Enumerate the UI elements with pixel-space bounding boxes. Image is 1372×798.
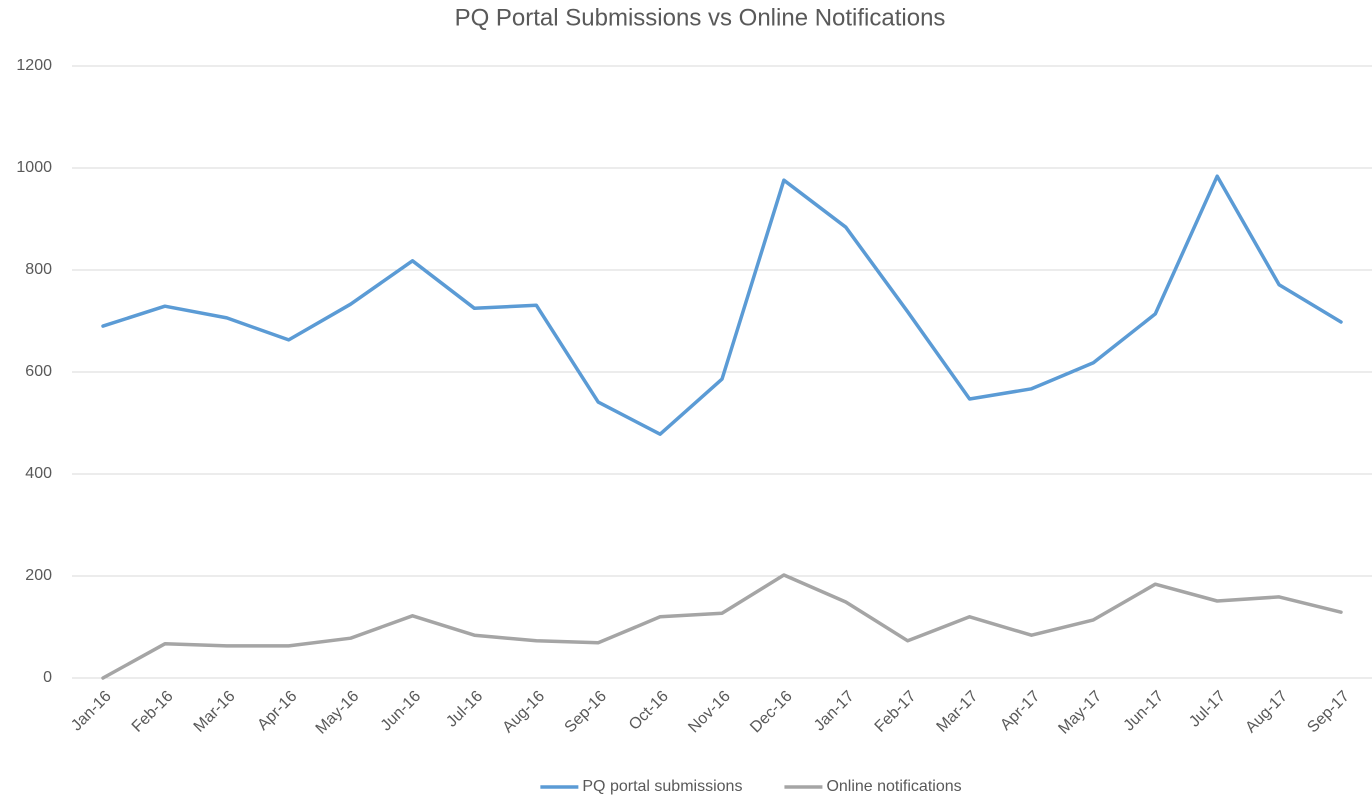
y-tick-label: 400 — [25, 465, 52, 482]
x-tick-label: Mar-16 — [191, 688, 239, 736]
x-tick-label: Dec-16 — [747, 688, 796, 737]
legend-label: Online notifications — [826, 778, 961, 795]
x-tick-label: Jul-16 — [443, 688, 486, 731]
x-tick-label: Feb-17 — [872, 688, 920, 736]
y-tick-label: 0 — [43, 669, 52, 686]
y-tick-label: 600 — [25, 363, 52, 380]
x-tick-label: Mar-17 — [934, 688, 982, 736]
x-tick-label: Jan-17 — [811, 688, 858, 735]
x-tick-label: Apr-16 — [254, 688, 300, 734]
series-line — [101, 174, 1343, 436]
x-tick-label: Oct-16 — [626, 688, 672, 734]
y-tick-label: 1000 — [16, 159, 52, 176]
x-tick-label: Sep-16 — [561, 688, 610, 737]
x-tick-label: Apr-17 — [997, 688, 1043, 734]
y-tick-label: 200 — [25, 567, 52, 584]
legend-label: PQ portal submissions — [582, 778, 742, 795]
x-tick-label: May-17 — [1055, 688, 1105, 738]
x-tick-label: Nov-16 — [685, 688, 734, 737]
x-tick-label: Aug-17 — [1242, 688, 1291, 737]
x-tick-label: May-16 — [313, 688, 363, 738]
x-tick-label: Jun-17 — [1121, 688, 1168, 735]
y-tick-label: 1200 — [16, 57, 52, 74]
x-tick-label: Jul-17 — [1186, 688, 1229, 731]
chart-title: PQ Portal Submissions vs Online Notifica… — [455, 4, 946, 31]
x-tick-label: Jan-16 — [68, 688, 115, 735]
y-tick-label: 800 — [25, 261, 52, 278]
x-tick-label: Aug-16 — [500, 688, 549, 737]
series-line — [101, 573, 1343, 680]
x-tick-label: Feb-16 — [129, 688, 177, 736]
x-tick-label: Sep-17 — [1304, 688, 1353, 737]
x-tick-label: Jun-16 — [378, 688, 425, 735]
